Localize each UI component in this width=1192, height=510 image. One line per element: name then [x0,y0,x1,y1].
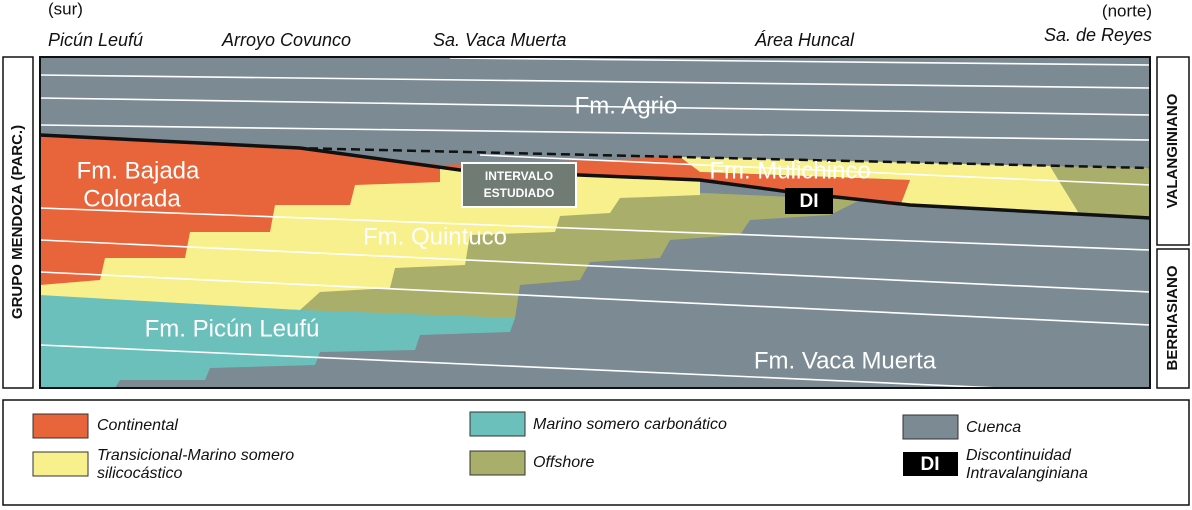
mulichinco-yellow [680,157,1080,215]
location: Picún Leufú [48,30,143,50]
offshore-right [1050,166,1150,218]
formation-label: Fm. Mulichinco [709,157,870,184]
location: Arroyo Covunco [221,30,351,50]
legend-label: Marino somero carbonático [533,416,727,433]
location: Sa. Vaca Muerta [433,30,566,50]
interval-label: INTERVALO [485,169,553,183]
stage-label: BERRIASIANO [1164,265,1181,370]
picun-area [40,295,515,388]
legend-label: Cuenca [966,419,1021,436]
bajada-area [40,135,440,285]
dashed-boundary [294,146,1151,170]
legend-label: Intravalanginiana [966,465,1088,482]
formation-label: Colorada [83,185,181,212]
di-label: DI [800,191,819,212]
legend-label: silicocástico [97,465,182,482]
stage-box [1156,56,1190,246]
formation-label: Fm. Vaca Muerta [754,347,937,374]
discontinuity-line [39,133,1151,220]
formation-label: Fm. Bajada [77,157,200,184]
legend-swatch [902,414,959,440]
di-box [785,188,833,214]
interval-box [461,162,577,208]
north-label: (norte) [1102,1,1152,20]
formation-label: Fm. Picún Leufú [145,315,320,342]
legend-label: Discontinuidad [966,447,1072,464]
legend-label: Continental [97,417,178,434]
formation-label: Fm. Quintuco [363,223,507,250]
stage-box [1156,248,1190,389]
south-label: (sur) [48,0,83,18]
legend-box [2,399,1190,506]
interval-label: ESTUDIADO [484,186,555,200]
location: Área Huncal [754,30,855,50]
legend-swatch [903,452,958,476]
legend-swatch [469,411,526,437]
legend-label: Offshore [533,454,594,471]
legend-di: DI [921,454,940,475]
location: Sa. de Reyes [1044,25,1152,45]
group-label: GRUPO MENDOZA (PARC.) [9,125,26,319]
bedding-lines [39,57,1151,389]
stage-label: VALANGINIANO [1164,93,1181,208]
legend-swatch [32,451,89,477]
group-box [2,56,34,389]
legend-swatch [32,413,89,439]
formation-label: Fm. Agrio [575,92,678,119]
legend-label: Transicional-Marino somero [97,447,294,464]
panel-border [39,56,1151,389]
legend-swatch [469,450,526,476]
